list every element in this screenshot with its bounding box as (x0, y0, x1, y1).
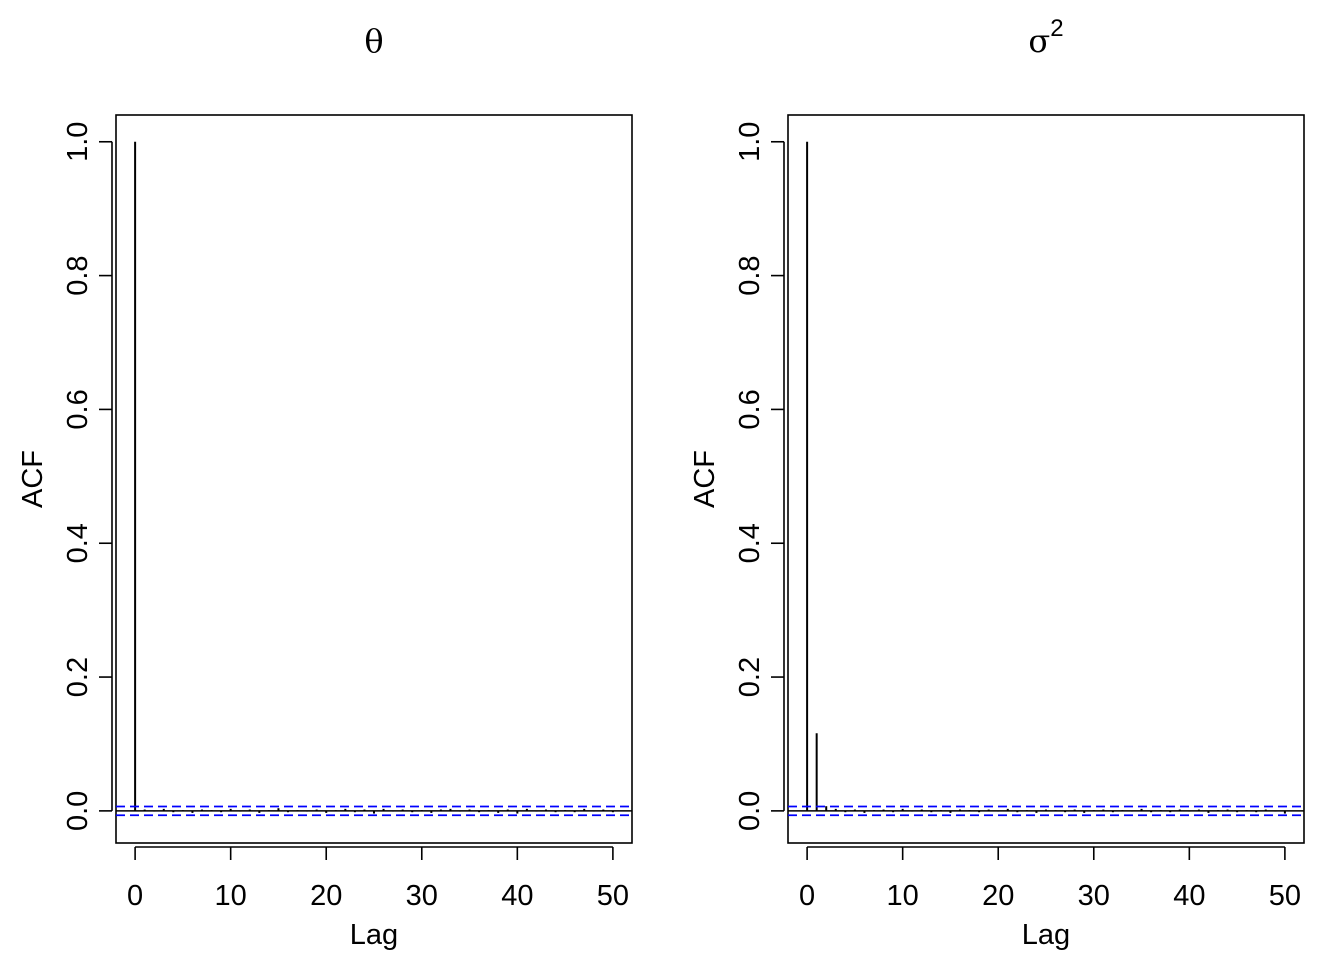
acf-panel-theta: θ 0 10 20 30 40 50 Lag 0.0 0.2 0.4 0.6 0.8 1.0 ACF (17, 22, 633, 951)
x-tick-label: 40 (501, 880, 533, 912)
x-tick-label: 0 (799, 880, 815, 912)
x-axis-label: Lag (350, 919, 398, 951)
y-axis-label: ACF (17, 450, 49, 508)
y-tick-label: 0.0 (62, 791, 94, 831)
chart-title-superscript: 2 (1050, 15, 1063, 42)
plot-frame (787, 114, 1305, 844)
x-tick-label: 0 (127, 880, 143, 912)
y-tick-label: 0.4 (734, 523, 766, 563)
plot-frame (115, 114, 633, 844)
x-tick-label: 10 (215, 880, 247, 912)
y-tick-label: 1.0 (734, 122, 766, 162)
y-tick-label: 0.4 (62, 523, 94, 563)
x-tick-label: 20 (310, 880, 342, 912)
chart-title-symbol: θ (364, 22, 383, 60)
x-tick-label: 30 (1078, 880, 1110, 912)
chart-title: σ2 (1028, 15, 1063, 60)
x-tick-label: 50 (1269, 880, 1301, 912)
x-tick-label: 30 (406, 880, 438, 912)
y-tick-label: 1.0 (62, 122, 94, 162)
x-tick-label: 50 (597, 880, 629, 912)
y-tick-label: 0.8 (62, 255, 94, 295)
y-tick-label: 0.6 (734, 389, 766, 429)
x-axis-label: Lag (1022, 919, 1070, 951)
y-tick-label: 0.6 (62, 389, 94, 429)
x-tick-label: 20 (982, 880, 1014, 912)
y-axis-label: ACF (689, 450, 721, 508)
chart-title: θ (364, 22, 383, 60)
y-tick-label: 0.2 (62, 657, 94, 697)
y-tick-label: 0.2 (734, 657, 766, 697)
x-tick-label: 10 (887, 880, 919, 912)
y-tick-label: 0.0 (734, 791, 766, 831)
chart-title-symbol: σ (1028, 22, 1050, 60)
x-tick-label: 40 (1173, 880, 1205, 912)
y-tick-label: 0.8 (734, 255, 766, 295)
